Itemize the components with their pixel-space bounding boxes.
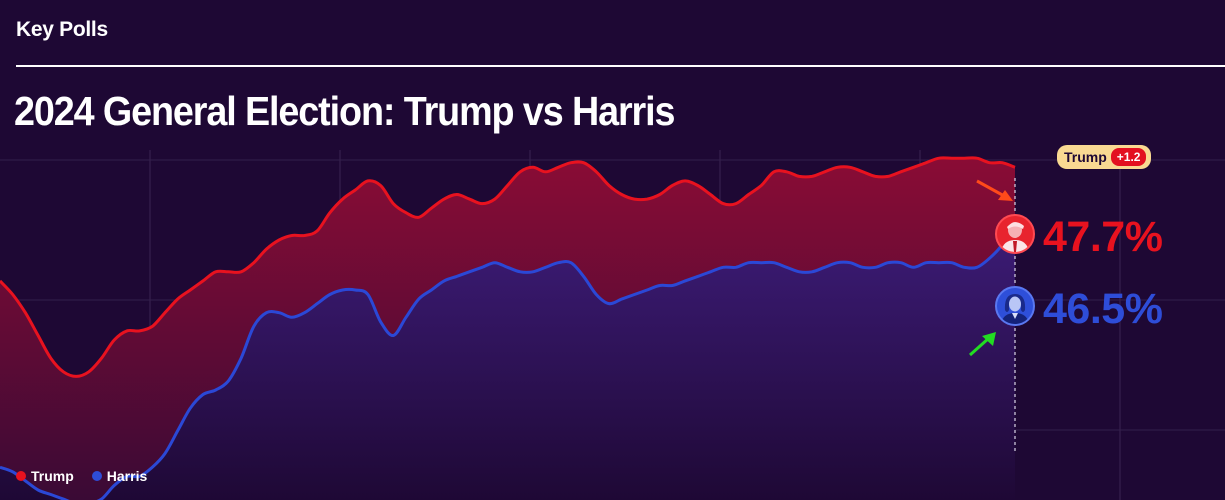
legend-item-trump[interactable]: Trump bbox=[16, 468, 74, 484]
harris-pointer-arrow bbox=[968, 332, 996, 357]
harris-line bbox=[0, 221, 1017, 500]
header-divider bbox=[16, 65, 1225, 67]
trump-avatar bbox=[995, 214, 1035, 254]
legend-label-trump: Trump bbox=[31, 468, 74, 484]
leader-margin: +1.2 bbox=[1110, 148, 1147, 166]
harris-current-value: 46.5% bbox=[1043, 285, 1163, 333]
legend-swatch-harris bbox=[91, 471, 102, 481]
section-header: Key Polls bbox=[16, 18, 108, 41]
harris-avatar bbox=[995, 286, 1035, 326]
leader-badge: Trump +1.2 bbox=[1057, 145, 1152, 169]
chart-legend: Trump Harris bbox=[16, 468, 147, 484]
trump-pointer-arrow bbox=[976, 179, 1013, 201]
legend-item-harris[interactable]: Harris bbox=[91, 468, 148, 484]
leader-badge-label: Trump bbox=[1064, 149, 1107, 165]
harris-area bbox=[0, 221, 1015, 500]
trump-current-value: 47.7% bbox=[1043, 213, 1163, 261]
chart-title: 2024 General Election: Trump vs Harris bbox=[14, 88, 675, 134]
legend-swatch-trump bbox=[16, 471, 26, 481]
trump-line bbox=[0, 156, 1016, 378]
legend-label-harris: Harris bbox=[106, 468, 148, 484]
